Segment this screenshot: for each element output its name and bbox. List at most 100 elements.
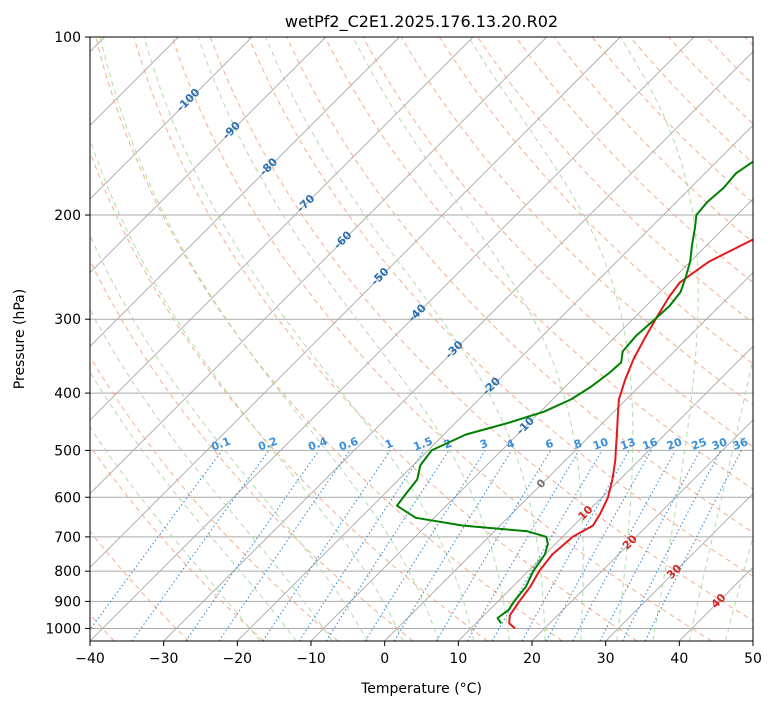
y-tick-label: 300 xyxy=(54,312,81,328)
moist-adiabat-line xyxy=(143,37,475,641)
mixing-ratio-line xyxy=(131,450,270,641)
y-tick-label: 800 xyxy=(54,564,81,580)
mixing-ratio-label: 1.5 xyxy=(412,435,435,454)
mixing-ratio-line xyxy=(325,450,450,641)
dry-adiabat-line xyxy=(286,37,753,534)
x-tick-label: 10 xyxy=(449,651,467,667)
y-tick-label: 500 xyxy=(54,443,81,459)
mixing-ratio-line xyxy=(599,450,701,641)
isotherm-line xyxy=(90,37,621,568)
y-tick-label: 400 xyxy=(54,386,81,402)
dry-adiabat-line xyxy=(90,150,488,641)
isotherm-line xyxy=(90,37,695,641)
dewpoint-profile-line xyxy=(396,160,753,624)
y-tick-label: 600 xyxy=(54,490,81,506)
x-tick-label: 0 xyxy=(380,651,389,667)
mixing-ratio-line xyxy=(572,450,676,641)
y-axis-title: Pressure (hPa) xyxy=(12,289,28,389)
moist-adiabat-line xyxy=(619,37,699,641)
x-tick-label: −10 xyxy=(296,651,326,667)
isotherm-line xyxy=(605,493,753,641)
isotherm-line xyxy=(90,37,253,200)
moist-adiabat-line xyxy=(90,426,261,641)
mixing-ratio-line xyxy=(262,450,391,641)
y-tick-label: 200 xyxy=(54,208,81,224)
mixing-ratio-line xyxy=(521,450,630,641)
mixing-ratio-label: 0.2 xyxy=(256,435,279,454)
x-tick-label: 40 xyxy=(670,651,688,667)
mixing-ratio-label: 2 xyxy=(442,437,454,452)
dry-adiabat-line xyxy=(706,37,753,86)
isotherm-label: -70 xyxy=(294,192,317,215)
moist-adiabat-line xyxy=(90,371,297,641)
dry-adiabat-line xyxy=(95,37,563,641)
dry-adiabat-line xyxy=(668,37,753,125)
mixing-ratio-label: 16 xyxy=(641,435,660,453)
dry-adiabat-line xyxy=(553,37,753,244)
plot-frame xyxy=(89,36,754,642)
isotherm-label: -40 xyxy=(406,301,429,324)
isotherm-label: 0 xyxy=(534,476,549,491)
isotherm-line xyxy=(90,37,474,421)
mixing-ratio-label: 4 xyxy=(505,437,517,452)
y-tick-label: 1000 xyxy=(45,621,81,637)
isotherm-label: -30 xyxy=(443,338,466,361)
x-tick-label: 50 xyxy=(744,651,762,667)
dry-adiabat-line xyxy=(591,37,753,204)
mixing-ratio-label: 0.6 xyxy=(337,435,360,454)
dry-adiabat-line xyxy=(400,37,753,406)
isotherm-label: 10 xyxy=(576,503,596,523)
mixing-ratio-label: 1 xyxy=(383,437,395,452)
isotherm-label: 30 xyxy=(664,561,684,581)
y-tick-label: 700 xyxy=(54,530,81,546)
y-tick-label: 100 xyxy=(54,30,81,46)
isotherm-label: 20 xyxy=(620,532,640,552)
mixing-ratio-line xyxy=(185,450,320,641)
mixing-ratio-label: 10 xyxy=(591,435,610,453)
x-tick-label: 30 xyxy=(597,651,615,667)
dry-adiabat-line xyxy=(90,530,190,641)
mixing-ratio-line xyxy=(393,450,513,641)
mixing-ratio-line xyxy=(545,450,652,641)
moist-adiabat-line xyxy=(352,37,584,641)
isotherm-label: -20 xyxy=(480,374,503,397)
isotherm-label: -100 xyxy=(174,85,203,114)
mixing-ratio-label: 13 xyxy=(619,435,638,452)
dry-adiabat-line xyxy=(515,37,753,284)
isotherm-label: -50 xyxy=(368,265,391,288)
series-lines xyxy=(396,160,753,630)
dry-adiabat-line xyxy=(133,37,638,641)
mixing-ratio-label: 6 xyxy=(544,437,556,452)
dry-adiabat-line xyxy=(90,259,414,641)
y-tick-label: 900 xyxy=(54,594,81,610)
isotherm-line xyxy=(531,419,753,641)
background-lines xyxy=(90,37,753,641)
isotherm-line xyxy=(752,640,753,641)
isotherm-line xyxy=(384,272,753,641)
isotherm-label: 40 xyxy=(709,591,729,611)
isotherm-label: -60 xyxy=(331,228,354,251)
isotherm-line xyxy=(679,566,753,641)
isotherm-line xyxy=(90,37,400,347)
mixing-ratio-label: 30 xyxy=(710,435,729,453)
mixing-ratio-label: 0.1 xyxy=(210,435,233,454)
moist-adiabat-line xyxy=(90,308,333,641)
moist-adiabat-line xyxy=(265,37,546,641)
x-tick-label: 20 xyxy=(523,651,541,667)
dry-adiabat-line xyxy=(90,444,264,641)
isotherm-line xyxy=(90,37,326,274)
dry-adiabat-line xyxy=(209,37,753,622)
isotherm-line xyxy=(310,198,753,641)
mixing-ratio-label: 20 xyxy=(665,435,684,453)
moist-adiabat-line xyxy=(90,234,369,641)
isotherm-line xyxy=(458,345,753,641)
isotherm-line xyxy=(163,51,753,641)
mixing-ratio-line xyxy=(90,450,223,631)
mixing-ratio-label: 25 xyxy=(690,435,709,452)
mixing-ratio-label: 8 xyxy=(572,437,584,452)
chart-title: wetPf2_C2E1.2025.176.13.20.R02 xyxy=(285,12,558,32)
mixing-ratio-line xyxy=(621,450,722,641)
isotherm-line xyxy=(90,37,547,495)
mixing-ratio-label: 0.4 xyxy=(306,435,329,454)
